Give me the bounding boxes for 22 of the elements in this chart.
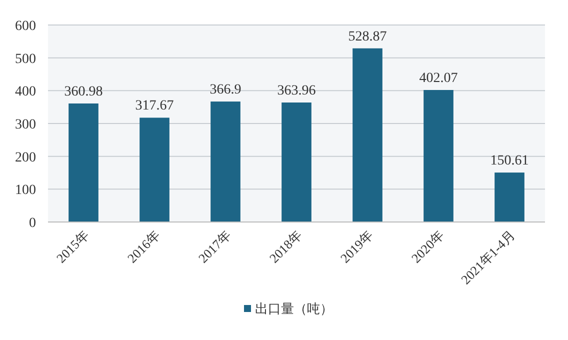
data-label: 402.07 [419,70,458,86]
data-label: 317.67 [135,98,174,114]
y-tick-label: 300 [15,118,36,132]
y-tick-label: 500 [15,52,36,67]
legend-label: 出口量（吨） [255,302,333,317]
data-label: 528.87 [348,29,387,44]
data-label: 363.96 [277,84,316,98]
bar [424,90,454,222]
y-tick-label: 600 [15,19,36,34]
y-tick-label: 400 [15,84,36,100]
y-tick-label: 0 [29,216,36,231]
data-label: 366.9 [210,82,242,98]
bar [140,118,170,222]
bar [352,48,382,222]
bar [494,172,524,222]
data-label: 150.61 [490,154,529,169]
bar [210,102,240,222]
y-tick-label: 200 [15,150,36,166]
data-label: 360.98 [64,84,103,100]
bar [282,102,312,222]
bar [68,103,98,222]
y-tick-label: 100 [15,183,36,198]
